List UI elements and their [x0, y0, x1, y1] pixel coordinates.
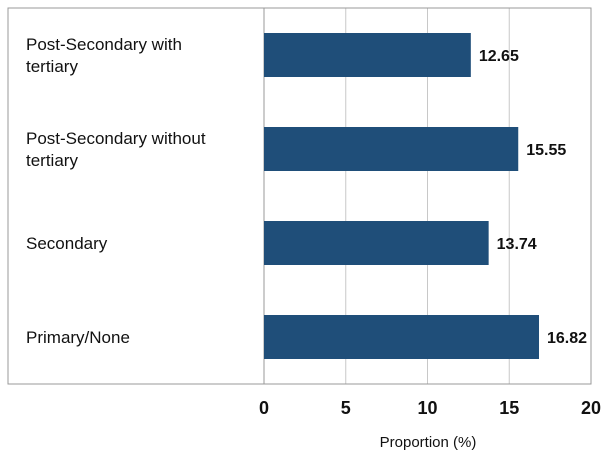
category-label: tertiary — [26, 151, 78, 170]
bar — [264, 127, 519, 171]
data-label: 12.65 — [479, 48, 519, 65]
bar — [264, 221, 489, 265]
bars — [264, 33, 540, 359]
value-labels: 12.65 15.55 13.74 16.82 — [479, 48, 587, 347]
x-tick-label: 15 — [499, 398, 519, 418]
bar — [264, 315, 540, 359]
category-label: Primary/None — [26, 328, 130, 347]
x-axis-title: Proportion (%) — [380, 434, 477, 451]
x-tick-label: 10 — [417, 398, 437, 418]
data-label: 13.74 — [497, 236, 537, 253]
category-label: Post-Secondary with — [26, 35, 182, 54]
x-tick-label: 20 — [581, 398, 601, 418]
chart-frame — [7, 7, 592, 385]
x-tick-label: 0 — [259, 398, 269, 418]
category-label: Post-Secondary without — [26, 129, 206, 148]
bar — [264, 33, 471, 77]
category-label: Secondary — [26, 234, 108, 253]
x-tick-label: 5 — [341, 398, 351, 418]
x-axis-ticks: 0 5 10 15 20 — [259, 398, 601, 418]
data-label: 16.82 — [547, 330, 587, 347]
category-labels: Post-Secondary with tertiary Post-Secondar… — [26, 35, 206, 347]
category-label: tertiary — [26, 57, 78, 76]
data-label: 15.55 — [526, 142, 566, 159]
